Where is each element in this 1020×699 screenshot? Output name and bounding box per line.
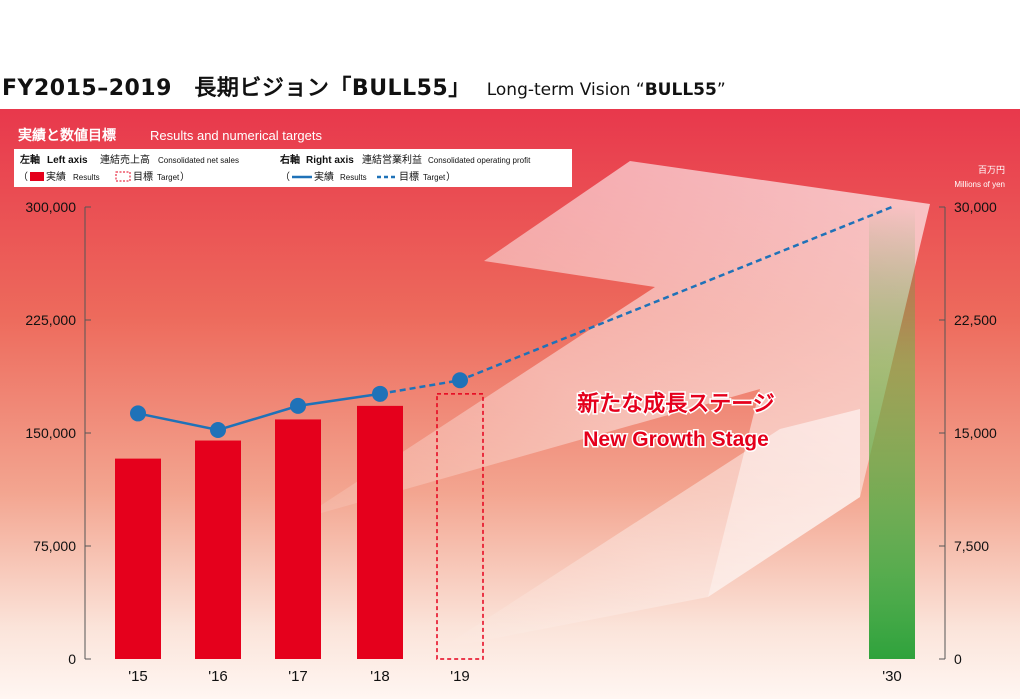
right-axis-ticks: 0 7,500 15,000 22,500 30,000 <box>939 199 997 667</box>
legend-left-axis-en: Left axis <box>47 155 88 166</box>
unit-label-en: Millions of yen <box>954 180 1005 189</box>
profit-results-line <box>137 392 381 432</box>
subtitle-suffix: ” <box>716 80 726 100</box>
x-axis-label: '19 <box>450 668 470 685</box>
subtitle-bold: BULL55 <box>644 80 717 100</box>
right-tick-label: 7,500 <box>954 538 989 554</box>
callout-en: New Growth Stage <box>583 428 769 451</box>
right-tick-label: 0 <box>954 651 962 667</box>
bar-series <box>115 207 915 660</box>
profit-target-point <box>452 372 468 389</box>
left-tick-label: 300,000 <box>25 199 76 215</box>
unit-label-ja: 百万円 <box>978 165 1005 176</box>
sales-2030-target-bar <box>869 207 915 659</box>
legend-close-paren-left: ） <box>180 171 190 183</box>
right-tick-label: 22,500 <box>954 312 997 328</box>
x-axis-label: '17 <box>288 668 308 685</box>
legend-target-en-left: Target <box>157 173 180 182</box>
legend-target-bar-swatch <box>115 171 131 182</box>
growth-arrow-graphic <box>300 161 930 649</box>
legend-target-ja-left: 目標 <box>133 170 153 183</box>
profit-results-point <box>210 421 226 438</box>
page-headline: FY2015–2019 長期ビジョン「BULL55」 Long-term Vis… <box>2 70 1012 106</box>
sales-bar <box>115 458 161 659</box>
x-axis-labels: '15 '16 '17 '18 '19 '30 <box>128 668 902 685</box>
x-axis-label: '18 <box>370 668 390 685</box>
legend-left-measure-en: Consolidated net sales <box>158 156 239 165</box>
left-tick-label: 0 <box>68 651 76 667</box>
profit-results-point <box>130 405 146 422</box>
chart-svg: 実績と数値目標 Results and numerical targets 左軸… <box>14 127 1005 685</box>
profit-results-point <box>290 397 306 414</box>
legend-results-en-left: Results <box>73 173 100 182</box>
legend-open-paren-right: （ <box>280 171 290 183</box>
sales-bar <box>357 405 403 659</box>
x-axis-label: '30 <box>882 668 902 685</box>
x-axis-label: '15 <box>128 668 148 685</box>
legend-left-axis-ja: 左軸 <box>19 153 40 166</box>
legend-right-axis-ja: 右軸 <box>279 153 300 166</box>
left-axis-ticks: 0 75,000 150,000 225,000 300,000 <box>25 199 91 667</box>
panel-title-en: Results and numerical targets <box>150 128 322 143</box>
subtitle-prefix: Long-term Vision “ <box>486 80 645 100</box>
sales-bar <box>275 419 321 659</box>
right-tick-label: 30,000 <box>954 199 997 215</box>
legend-close-paren-right: ） <box>446 171 456 183</box>
legend-right-axis-en: Right axis <box>306 155 354 166</box>
legend-results-en-right: Results <box>340 173 367 182</box>
left-tick-label: 225,000 <box>25 312 76 328</box>
legend-results-ja-right: 実績 <box>314 170 334 183</box>
left-tick-label: 75,000 <box>33 538 76 554</box>
legend-target-en-right: Target <box>423 173 446 182</box>
panel-title-ja: 実績と数値目標 <box>18 127 116 144</box>
legend-right-measure-ja: 連結営業利益 <box>362 153 422 166</box>
left-tick-label: 150,000 <box>25 425 76 441</box>
headline-title: FY2015–2019 長期ビジョン「BULL55」 <box>2 76 471 101</box>
legend: 左軸 Left axis 連結売上高 Consolidated net sale… <box>14 149 572 187</box>
legend-left-measure-ja: 連結売上高 <box>100 153 150 166</box>
legend-open-paren-left: （ <box>18 171 28 183</box>
legend-right-measure-en: Consolidated operating profit <box>428 156 531 165</box>
legend-target-ja-right: 目標 <box>399 170 419 183</box>
profit-results-point <box>372 385 388 402</box>
callout-ja: 新たな成長ステージ <box>577 391 775 417</box>
chart-panel: 実績と数値目標 Results and numerical targets 左軸… <box>0 109 1020 699</box>
right-tick-label: 15,000 <box>954 425 997 441</box>
line-series <box>130 205 893 438</box>
x-axis-label: '16 <box>208 668 228 685</box>
legend-results-ja-left: 実績 <box>46 170 66 183</box>
sales-target-bar <box>436 393 484 660</box>
sales-bar <box>195 440 241 659</box>
legend-bar-swatch <box>30 172 44 181</box>
headline-subtitle: Long-term Vision “BULL55” <box>487 80 726 100</box>
